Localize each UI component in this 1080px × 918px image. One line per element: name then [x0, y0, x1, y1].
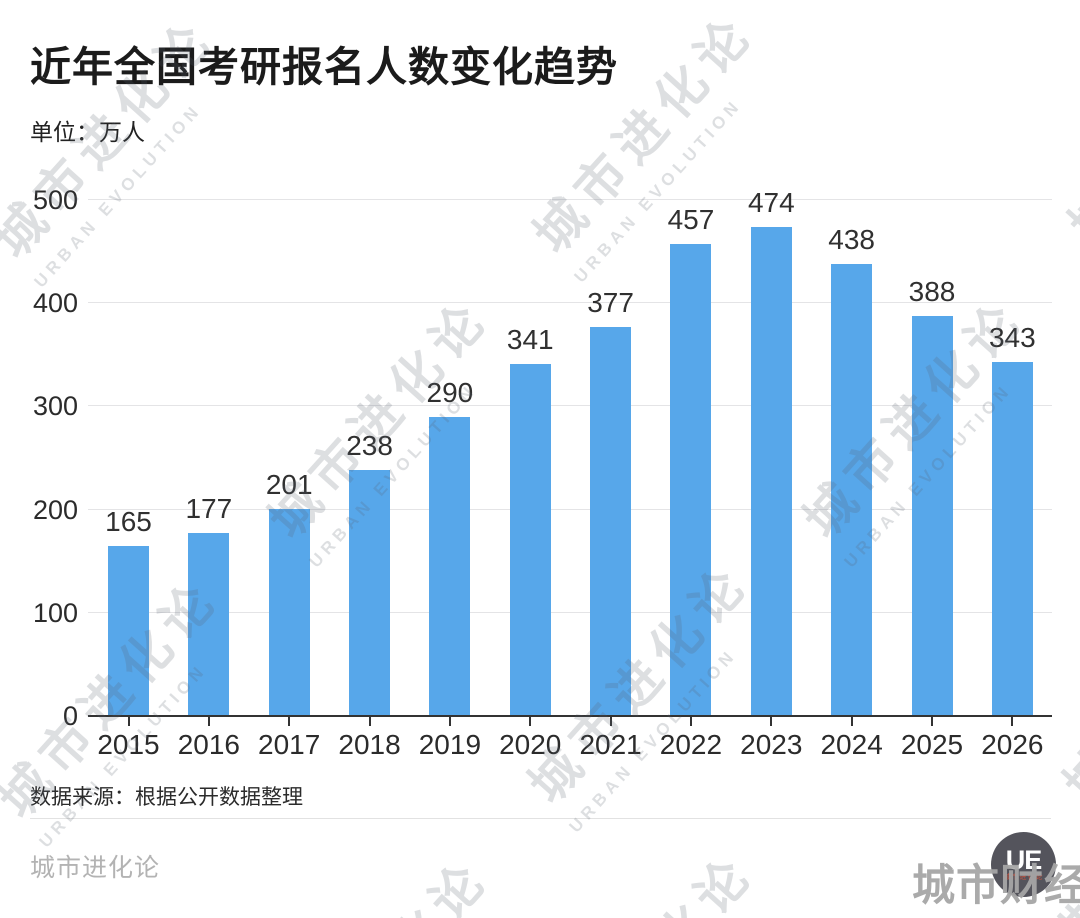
axis-tick: [770, 717, 773, 726]
bar-value-label: 290: [426, 377, 474, 408]
axis-tick: [368, 717, 371, 726]
page-title: 近年全国考研报名人数变化趋势: [30, 44, 618, 90]
axis-tick: [609, 717, 612, 726]
bar-value-label: 388: [908, 276, 956, 307]
x-axis-tick-label: 2025: [900, 729, 964, 760]
brand-logo: UE 城市进化论: [991, 832, 1056, 897]
bar-value-label: 341: [506, 324, 554, 355]
axis-tick: [448, 717, 451, 726]
x-axis-tick-label: 2023: [740, 729, 803, 760]
x-axis-tick-label: 2015: [97, 729, 160, 760]
bar-value-label: 474: [747, 187, 795, 218]
y-axis-tick-label: 500: [32, 185, 78, 215]
bar: [911, 316, 953, 716]
x-axis-tick-label: 2018: [338, 729, 401, 760]
x-axis-tick-label: 2019: [418, 729, 482, 760]
axis-tick: [127, 717, 130, 726]
footer-divider: [30, 818, 1051, 819]
bar: [429, 417, 471, 716]
unit-label: 单位：万人: [30, 119, 145, 145]
bar: [750, 227, 792, 716]
bar-value-label: 457: [667, 204, 715, 235]
bar-value-label: 201: [265, 469, 313, 500]
bar: [188, 533, 230, 716]
axis-tick: [207, 717, 210, 726]
x-axis-tick-label: 2016: [177, 729, 240, 760]
grid-line: [88, 612, 1052, 613]
x-axis-tick-label: 2024: [820, 729, 883, 760]
y-axis-tick-label: 300: [32, 391, 78, 421]
bar: [268, 509, 310, 716]
logo-monogram: UE: [1005, 844, 1043, 875]
bar: [831, 264, 873, 716]
corner-watermark: 城市财经: [912, 862, 1080, 910]
axis-tick: [529, 717, 532, 726]
y-axis-tick-label: 200: [32, 495, 78, 525]
x-axis-tick-label: 2020: [499, 729, 562, 760]
footer-brand-text: 城市进化论: [30, 854, 161, 882]
bar-value-label: 343: [988, 322, 1036, 353]
x-axis-tick-label: 2022: [659, 729, 723, 760]
logo-subtext: 城市进化论: [1003, 873, 1044, 881]
bar: [590, 327, 632, 716]
bar: [991, 362, 1033, 716]
bar: [509, 364, 551, 716]
grid-line: [88, 302, 1052, 303]
bar-value-label: 177: [185, 493, 233, 524]
axis-tick: [931, 717, 933, 726]
grid-line: [88, 405, 1052, 406]
axis-tick: [1011, 717, 1014, 726]
bar: [349, 470, 391, 716]
x-axis-tick-label: 2021: [579, 729, 642, 760]
bar-value-label: 438: [828, 224, 875, 255]
bar: [108, 546, 149, 716]
y-axis-tick-label: 0: [62, 701, 78, 731]
y-axis-tick-label: 100: [32, 598, 78, 628]
y-axis-tick-label: 400: [32, 288, 78, 318]
axis-tick: [850, 717, 853, 726]
axis-tick: [288, 717, 291, 726]
bar-value-label: 377: [587, 287, 634, 318]
bar-value-label: 165: [105, 506, 152, 537]
axis-tick: [689, 717, 692, 726]
bar: [670, 244, 712, 716]
grid-line: [88, 199, 1052, 200]
data-source-note: 数据来源：根据公开数据整理: [30, 786, 303, 809]
bar-value-label: 238: [346, 430, 393, 461]
x-axis-tick-label: 2017: [258, 729, 321, 760]
x-axis-line: [88, 715, 1052, 717]
x-axis-tick-label: 2026: [981, 729, 1044, 760]
grid-line: [88, 509, 1052, 510]
